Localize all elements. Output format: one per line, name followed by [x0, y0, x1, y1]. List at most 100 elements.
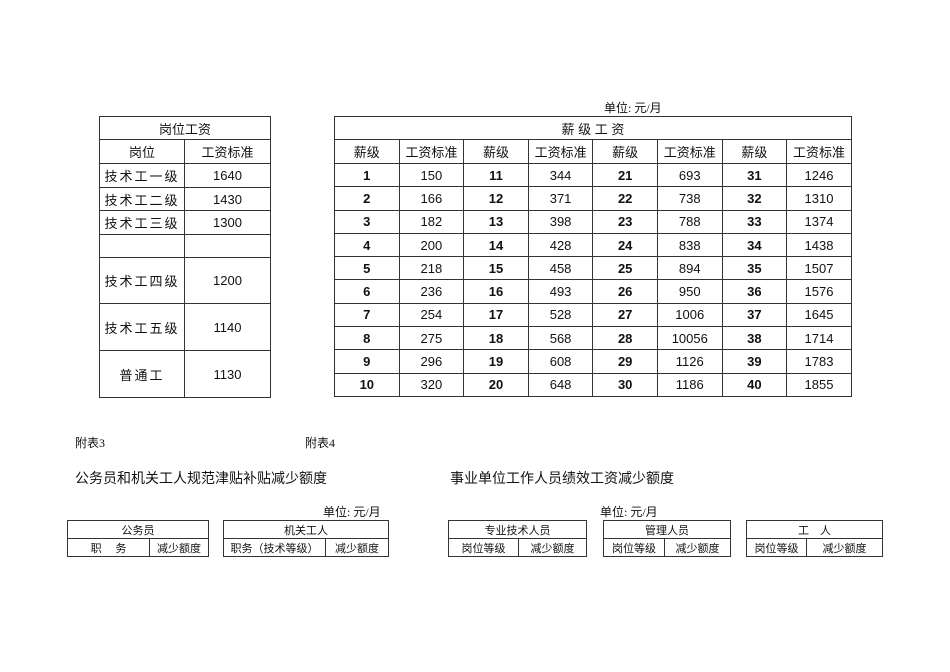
post-cell: 技术工二级	[99, 187, 185, 211]
wage-cell: 493	[527, 279, 594, 304]
grade-cell: 33	[721, 209, 788, 234]
column-header: 岗位等级	[746, 538, 807, 557]
wage-cell: 1645	[786, 302, 852, 328]
column-header: 薪级	[463, 139, 529, 164]
grade-cell: 30	[592, 372, 658, 397]
wage-cell: 1130	[183, 350, 272, 398]
table-row: 10 320 20 648 30 1186 40 1855	[334, 372, 852, 397]
appendix4-table-1: 管理人员 岗位等级 减少额度	[603, 520, 731, 557]
grade-cell: 37	[721, 302, 788, 328]
table-row: 技术工三级 1300	[99, 210, 272, 235]
wage-cell: 218	[398, 256, 465, 281]
table-row: 6 236 16 493 26 950 36 1576	[334, 279, 852, 304]
column-header: 职 务	[67, 538, 150, 557]
grade-cell: 10	[334, 372, 400, 397]
wage-cell: 838	[656, 232, 723, 258]
wage-cell: 458	[527, 256, 594, 281]
column-header: 工资标准	[527, 139, 594, 164]
grade-cell: 3	[334, 209, 400, 234]
wage-cell: 200	[398, 232, 465, 258]
grade-cell: 24	[592, 232, 658, 258]
column-header: 岗位等级	[448, 538, 519, 557]
post-wage-table: 岗位工资 岗位 工资标准 技术工一级 1640 技术工二级 1430 技术工三级 1300 技…	[98, 116, 272, 398]
table-row: 5 218 15 458 25 894 35 1507	[334, 256, 852, 281]
wage-cell: 166	[398, 186, 465, 211]
appendix4-table-0: 专业技术人员 岗位等级 减少额度	[448, 520, 587, 557]
grade-cell: 7	[334, 302, 400, 328]
grade-cell: 23	[592, 209, 658, 234]
table-row: 8 275 18 568 28 10056 38 1714	[334, 326, 852, 351]
column-header: 工资标准	[786, 139, 852, 164]
grade-cell: 31	[721, 162, 788, 188]
wage-cell: 254	[398, 302, 465, 328]
table-row: 9 296 19 608 29 1126 39 1783	[334, 349, 852, 374]
wage-cell: 1006	[656, 302, 723, 328]
table-row: 3 182 13 398 23 788 33 1374	[334, 209, 852, 234]
grade-cell: 2	[334, 186, 400, 211]
table-title: 公务员	[67, 520, 209, 539]
post-cell: 技术工三级	[99, 210, 185, 235]
wage-cell: 1438	[786, 232, 852, 258]
wage-cell: 428	[527, 232, 594, 258]
wage-cell: 1430	[183, 187, 272, 211]
wage-cell: 10056	[656, 326, 723, 351]
appendix3-title: 公务员和机关工人规范津贴补贴减少额度	[75, 472, 327, 487]
column-header: 减少额度	[149, 538, 209, 557]
wage-cell: 738	[656, 186, 723, 211]
appendix4-unit: 单位: 元/月	[600, 505, 658, 519]
wage-cell: 150	[398, 162, 465, 188]
wage-cell: 1374	[786, 209, 852, 234]
table-row	[99, 234, 272, 258]
grade-cell: 5	[334, 256, 400, 281]
grade-cell: 20	[463, 372, 529, 397]
grade-cell: 18	[463, 326, 529, 351]
post-table-title: 岗位工资	[98, 116, 272, 140]
post-cell: 技术工四级	[99, 257, 185, 304]
wage-cell: 1507	[786, 256, 852, 281]
appendix3-unit: 单位: 元/月	[323, 505, 381, 519]
wage-cell: 894	[656, 256, 723, 281]
wage-cell: 1246	[786, 162, 852, 188]
table-row: 技术工五级 1140	[99, 303, 272, 351]
appendix3-label: 附表3	[75, 436, 106, 450]
wage-cell: 344	[527, 162, 594, 188]
column-header: 岗位等级	[603, 538, 665, 557]
grade-cell: 6	[334, 279, 400, 304]
wage-cell: 528	[527, 302, 594, 328]
wage-cell: 608	[527, 349, 594, 374]
column-header: 薪级	[721, 139, 788, 164]
wage-cell	[183, 234, 272, 258]
wage-cell: 1126	[656, 349, 723, 374]
grade-cell: 34	[721, 232, 788, 258]
appendix4-title: 事业单位工作人员绩效工资减少额度	[450, 472, 674, 487]
grade-cell: 8	[334, 326, 400, 351]
column-header: 职务（技术等级）	[223, 538, 326, 557]
wage-cell: 1186	[656, 372, 723, 397]
grade-cell: 36	[721, 279, 788, 304]
wage-cell: 1576	[786, 279, 852, 304]
table-row: 4 200 14 428 24 838 34 1438	[334, 232, 852, 258]
grade-wage-table: 薪 级 工 资 薪级 工资标准 薪级 工资标准 薪级 工资标准 薪级 工资标准 1 150 11 3…	[334, 116, 852, 397]
header-post: 岗位	[99, 139, 185, 164]
grade-cell: 25	[592, 256, 658, 281]
table-row: 2 166 12 371 22 738 32 1310	[334, 186, 852, 211]
grade-cell: 40	[721, 372, 788, 397]
table-row: 1 150 11 344 21 693 31 1246	[334, 162, 852, 188]
post-cell: 普通工	[99, 350, 185, 398]
wage-cell: 1310	[786, 186, 852, 211]
wage-cell: 1640	[183, 163, 272, 188]
wage-cell: 236	[398, 279, 465, 304]
table-row: 技术工一级 1640	[99, 163, 272, 188]
wage-cell: 275	[398, 326, 465, 351]
grade-cell: 11	[463, 162, 529, 188]
table-title: 机关工人	[223, 520, 389, 539]
grade-cell: 13	[463, 209, 529, 234]
wage-cell: 398	[527, 209, 594, 234]
table-title: 工 人	[746, 520, 883, 539]
table-row: 普通工 1130	[99, 350, 272, 398]
table-row: 7 254 17 528 27 1006 37 1645	[334, 302, 852, 328]
wage-cell: 1855	[786, 372, 852, 397]
grade-cell: 14	[463, 232, 529, 258]
grade-cell: 38	[721, 326, 788, 351]
grade-cell: 15	[463, 256, 529, 281]
